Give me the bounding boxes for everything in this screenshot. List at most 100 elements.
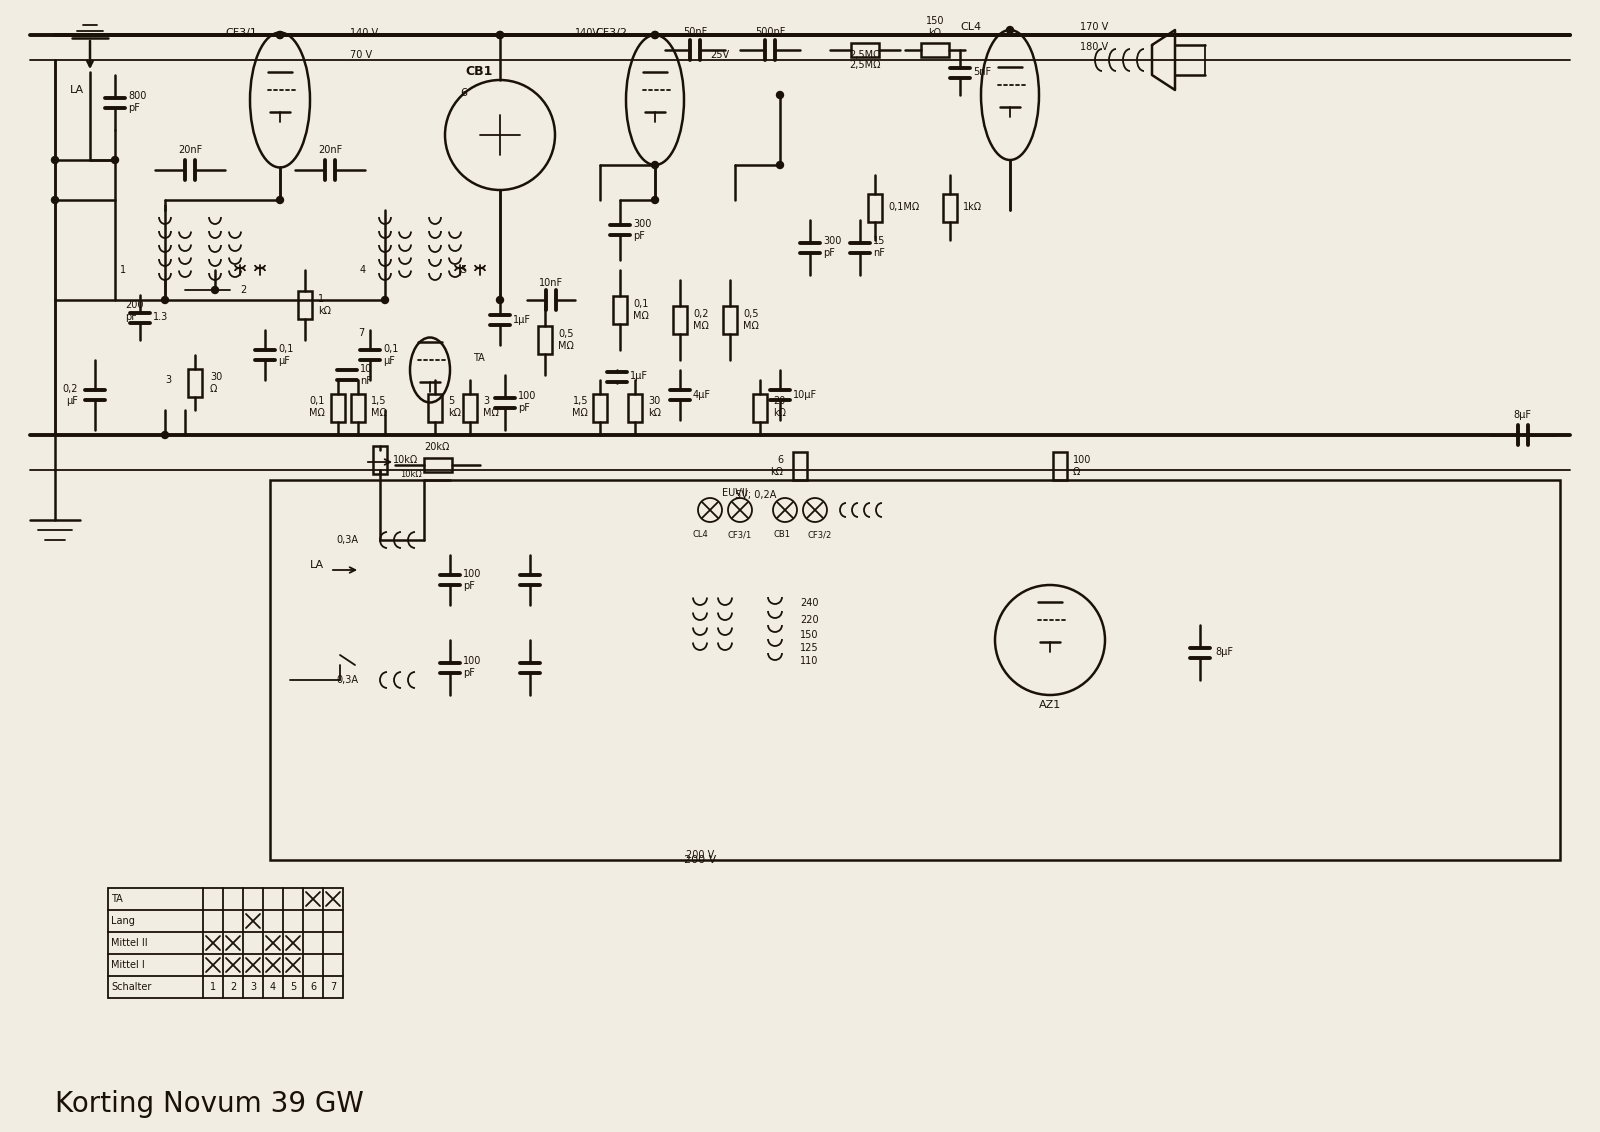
Circle shape — [1006, 26, 1013, 34]
Ellipse shape — [626, 35, 685, 165]
Bar — [674, 306, 686, 334]
Text: CL4: CL4 — [960, 22, 981, 32]
Text: 20nF: 20nF — [318, 145, 342, 155]
Text: CB1: CB1 — [466, 65, 493, 78]
Text: 1μF: 1μF — [630, 371, 648, 381]
Text: 150: 150 — [800, 631, 819, 640]
Text: 1: 1 — [120, 265, 126, 275]
Text: 240: 240 — [800, 598, 819, 608]
Text: CB1: CB1 — [773, 530, 790, 539]
Text: 100
pF: 100 pF — [518, 392, 536, 413]
Text: EUVII: EUVII — [722, 488, 747, 498]
Ellipse shape — [250, 33, 310, 168]
Text: 110: 110 — [800, 657, 818, 666]
Circle shape — [162, 431, 168, 438]
Bar — [851, 43, 878, 57]
Text: 50nF: 50nF — [683, 27, 707, 37]
Text: TA: TA — [110, 894, 123, 904]
Circle shape — [651, 162, 659, 169]
Text: 170 V: 170 V — [1080, 22, 1109, 32]
Text: 0,3A: 0,3A — [336, 675, 358, 685]
Circle shape — [773, 498, 797, 522]
Circle shape — [776, 92, 784, 98]
Text: 100
pF: 100 pF — [462, 657, 482, 678]
Bar — [373, 446, 387, 474]
Text: 15
nF: 15 nF — [874, 237, 885, 258]
Text: 0,1
μF: 0,1 μF — [382, 344, 398, 366]
Bar — [462, 394, 477, 421]
Bar — [942, 194, 957, 222]
Text: 3
MΩ: 3 MΩ — [483, 396, 499, 418]
Text: 1μF: 1μF — [514, 315, 531, 325]
Circle shape — [496, 32, 504, 38]
Text: 0,2
MΩ: 0,2 MΩ — [693, 309, 709, 331]
Ellipse shape — [410, 337, 450, 403]
Text: CL4: CL4 — [693, 530, 707, 539]
Text: AZ1: AZ1 — [1038, 700, 1061, 710]
Circle shape — [995, 585, 1106, 695]
Text: 4μF: 4μF — [693, 391, 710, 400]
Circle shape — [211, 286, 219, 293]
Text: 20kΩ: 20kΩ — [424, 441, 450, 452]
Bar — [922, 43, 949, 57]
Text: 300
pF: 300 pF — [822, 237, 842, 258]
Text: 30
kΩ: 30 kΩ — [648, 396, 661, 418]
Text: 3: 3 — [165, 375, 171, 385]
Text: 70 V: 70 V — [350, 50, 373, 60]
Bar — [594, 394, 606, 421]
Text: 800
pF: 800 pF — [128, 92, 146, 113]
Bar — [754, 394, 766, 421]
Circle shape — [381, 297, 389, 303]
Text: 100
Ω: 100 Ω — [1074, 455, 1091, 477]
Text: 0,1
μF: 0,1 μF — [278, 344, 293, 366]
Text: CF3/1: CF3/1 — [226, 28, 258, 38]
Text: 25V: 25V — [710, 50, 730, 60]
Text: 1
kΩ: 1 kΩ — [318, 294, 331, 316]
Text: 6: 6 — [310, 981, 317, 992]
Text: Schalter: Schalter — [110, 981, 152, 992]
Text: Lang: Lang — [110, 916, 134, 926]
Bar — [723, 306, 738, 334]
Text: 1,5
MΩ: 1,5 MΩ — [371, 396, 387, 418]
Text: 4: 4 — [270, 981, 277, 992]
Text: 200 V: 200 V — [686, 850, 714, 860]
Bar — [1053, 452, 1067, 480]
Text: 10kΩ: 10kΩ — [400, 470, 422, 479]
Bar — [867, 194, 882, 222]
Text: 140 V: 140 V — [350, 28, 378, 38]
Text: 20
kΩ: 20 kΩ — [773, 396, 786, 418]
Text: 10μF: 10μF — [794, 391, 818, 400]
Text: 0,1
MΩ: 0,1 MΩ — [309, 396, 325, 418]
Text: 5
kΩ: 5 kΩ — [448, 396, 461, 418]
Text: 220: 220 — [800, 615, 819, 625]
Text: 2,5MΩ: 2,5MΩ — [850, 60, 880, 70]
Text: CF3/2: CF3/2 — [595, 28, 627, 38]
Text: 150
kΩ: 150 kΩ — [926, 16, 944, 38]
Bar — [627, 394, 642, 421]
Bar — [538, 326, 552, 354]
Text: 300
pF: 300 pF — [634, 220, 651, 241]
Circle shape — [277, 32, 283, 38]
Bar — [270, 480, 1560, 860]
Bar — [613, 295, 627, 324]
Circle shape — [277, 32, 283, 38]
Text: 8μF: 8μF — [1214, 648, 1234, 657]
Text: 6: 6 — [461, 88, 467, 98]
Text: CF3/2: CF3/2 — [808, 530, 832, 539]
Text: Korting Novum 39 GW: Korting Novum 39 GW — [54, 1090, 363, 1118]
Text: 5: 5 — [461, 265, 466, 275]
Ellipse shape — [981, 31, 1038, 160]
Text: 0,1MΩ: 0,1MΩ — [888, 201, 920, 212]
Circle shape — [445, 80, 555, 190]
Text: 10nF: 10nF — [539, 278, 563, 288]
Text: 1.3: 1.3 — [154, 312, 168, 323]
Text: 5: 5 — [290, 981, 296, 992]
Text: 4: 4 — [360, 265, 366, 275]
Text: 100
pF: 100 pF — [462, 569, 482, 591]
Bar — [424, 458, 451, 472]
Circle shape — [51, 156, 59, 163]
Circle shape — [651, 32, 659, 38]
Text: TA: TA — [474, 353, 485, 363]
Text: 200
pF: 200 pF — [125, 300, 144, 321]
Text: 1kΩ: 1kΩ — [963, 201, 982, 212]
